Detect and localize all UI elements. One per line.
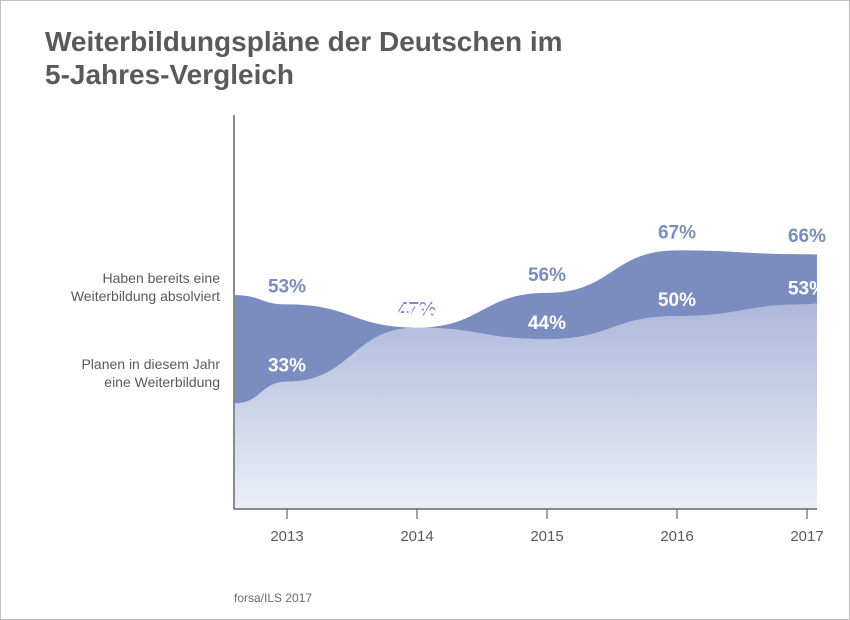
value-label-bottom: 53%: [788, 278, 826, 299]
source-text: forsa/ILS 2017: [234, 591, 312, 605]
chart-container: { "title": { "line1": "Weiterbildungsplä…: [0, 0, 850, 620]
value-label-top: 67%: [658, 222, 696, 243]
series-label-top-l1: Haben bereits eine: [102, 270, 220, 286]
value-label-bottom: 44%: [528, 313, 566, 334]
value-label-bottom: 33%: [268, 356, 306, 377]
x-tick-label: 2015: [530, 528, 563, 545]
value-label-bottom: 50%: [658, 290, 696, 311]
x-tick-label: 2016: [660, 528, 693, 545]
series-label-bottom-l2: eine Weiterbildung: [104, 374, 220, 390]
source-credit: forsa/ILS 2017: [234, 591, 312, 605]
value-label-top: 66%: [788, 226, 826, 247]
x-tick-label: 2017: [790, 528, 823, 545]
value-label-top: 53%: [268, 276, 306, 297]
x-tick-label: 2014: [400, 528, 433, 545]
x-tick-label: 2013: [270, 528, 303, 545]
area-chart: 2013201420152016201753%33%47%47%56%44%67…: [1, 1, 850, 620]
series-label-top-l2: Weiterbildung absolviert: [71, 288, 220, 304]
value-label-bottom: 47%: [398, 302, 436, 323]
value-label-top: 56%: [528, 265, 566, 286]
series-label-bottom-l1: Planen in diesem Jahr: [81, 356, 220, 372]
